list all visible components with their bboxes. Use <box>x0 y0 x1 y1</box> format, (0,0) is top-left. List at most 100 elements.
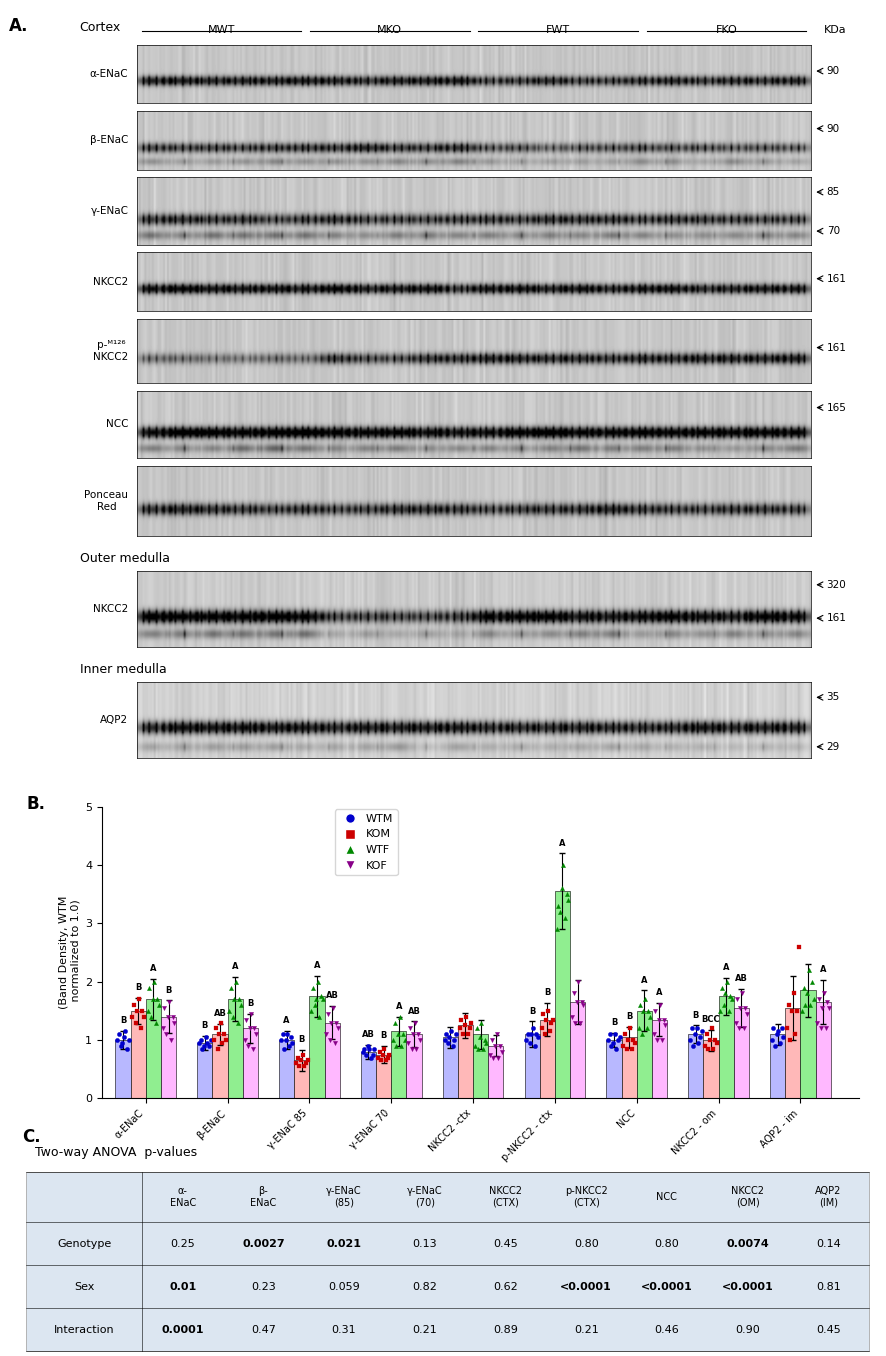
Point <box>706 1037 720 1059</box>
Point <box>142 976 156 998</box>
Point <box>167 1012 182 1033</box>
Point <box>728 1012 742 1033</box>
Point <box>237 1029 252 1051</box>
Point <box>128 1012 143 1033</box>
Point <box>736 1017 750 1039</box>
Point <box>791 936 805 957</box>
Point <box>730 989 744 1010</box>
Point <box>486 1047 501 1069</box>
Point <box>806 989 820 1010</box>
Point <box>306 976 320 998</box>
Point <box>485 1029 499 1051</box>
Point <box>479 1032 494 1054</box>
Text: 0.25: 0.25 <box>170 1238 195 1249</box>
Point <box>217 1024 231 1045</box>
Point <box>735 983 750 1005</box>
Point <box>797 976 811 998</box>
Point <box>136 1001 150 1022</box>
Text: 320: 320 <box>827 580 846 590</box>
Text: p-NKCC2
(CTX): p-NKCC2 (CTX) <box>564 1186 608 1208</box>
Point <box>632 1017 646 1039</box>
Point <box>618 1024 632 1045</box>
Text: γ-ENaC: γ-ENaC <box>90 206 128 216</box>
Point <box>166 1006 180 1028</box>
Text: 0.45: 0.45 <box>494 1238 517 1249</box>
Point <box>134 1017 148 1039</box>
Text: 29: 29 <box>827 742 840 751</box>
Point <box>811 1012 825 1033</box>
Point <box>493 1035 507 1056</box>
Point <box>641 1001 656 1022</box>
Bar <box>785 1008 800 1098</box>
Point <box>147 971 161 993</box>
Bar <box>815 1002 831 1098</box>
Bar <box>800 990 815 1098</box>
Bar <box>130 1012 146 1098</box>
Text: 0.23: 0.23 <box>251 1281 276 1292</box>
Bar <box>770 1035 785 1098</box>
Text: FWT: FWT <box>546 26 571 35</box>
Bar <box>606 1040 622 1098</box>
Point <box>625 1037 639 1059</box>
Text: AB: AB <box>362 1031 375 1039</box>
Point <box>232 989 246 1010</box>
Point <box>820 991 835 1013</box>
Point <box>815 997 829 1018</box>
Point <box>141 1001 155 1022</box>
Point <box>132 989 146 1010</box>
Text: 0.021: 0.021 <box>327 1238 361 1249</box>
Point <box>602 1024 617 1045</box>
Point <box>647 1024 661 1045</box>
Point <box>636 1001 650 1022</box>
Text: A: A <box>723 963 729 972</box>
Point <box>212 1024 226 1045</box>
Point <box>772 1021 786 1043</box>
Point <box>628 1032 642 1054</box>
Point <box>398 1029 412 1051</box>
Point <box>781 994 796 1016</box>
Point <box>372 1041 386 1063</box>
Point <box>160 1006 175 1028</box>
Bar <box>473 1035 488 1098</box>
Text: BCC: BCC <box>702 1014 720 1024</box>
Bar <box>392 1032 407 1098</box>
Point <box>461 1024 475 1045</box>
Text: C.: C. <box>22 1128 41 1146</box>
Text: γ-ENaC
(70): γ-ENaC (70) <box>407 1186 443 1208</box>
Point <box>222 1001 237 1022</box>
Point <box>370 1047 385 1069</box>
Text: β-
ENaC: β- ENaC <box>250 1186 276 1208</box>
Point <box>732 1017 746 1039</box>
Point <box>284 1026 298 1048</box>
Point <box>307 994 322 1016</box>
Point <box>121 1029 136 1051</box>
Bar <box>488 1045 503 1098</box>
Text: 70: 70 <box>827 226 840 236</box>
Point <box>195 1037 209 1059</box>
Point <box>693 1026 707 1048</box>
Point <box>638 989 652 1010</box>
Text: NKCC2
(OM): NKCC2 (OM) <box>731 1186 764 1208</box>
Point <box>300 1050 315 1071</box>
Point <box>151 989 165 1010</box>
Text: AB: AB <box>214 1009 227 1018</box>
Point <box>640 1017 654 1039</box>
Point <box>619 1037 633 1059</box>
Point <box>226 1006 240 1028</box>
Text: 0.45: 0.45 <box>816 1325 841 1334</box>
Point <box>657 1009 671 1031</box>
Point <box>560 884 574 906</box>
Point <box>653 994 667 1016</box>
Point <box>719 983 733 1005</box>
Point <box>444 1021 458 1043</box>
Point <box>144 1006 158 1028</box>
Point <box>277 1037 291 1059</box>
Point <box>658 1014 672 1036</box>
Legend: WTM, KOM, WTF, KOF: WTM, KOM, WTF, KOF <box>335 810 398 875</box>
Point <box>780 1017 794 1039</box>
Text: B: B <box>202 1021 208 1031</box>
Point <box>612 1026 626 1048</box>
Point <box>564 1006 579 1028</box>
Point <box>197 1035 211 1056</box>
Point <box>113 1035 128 1056</box>
